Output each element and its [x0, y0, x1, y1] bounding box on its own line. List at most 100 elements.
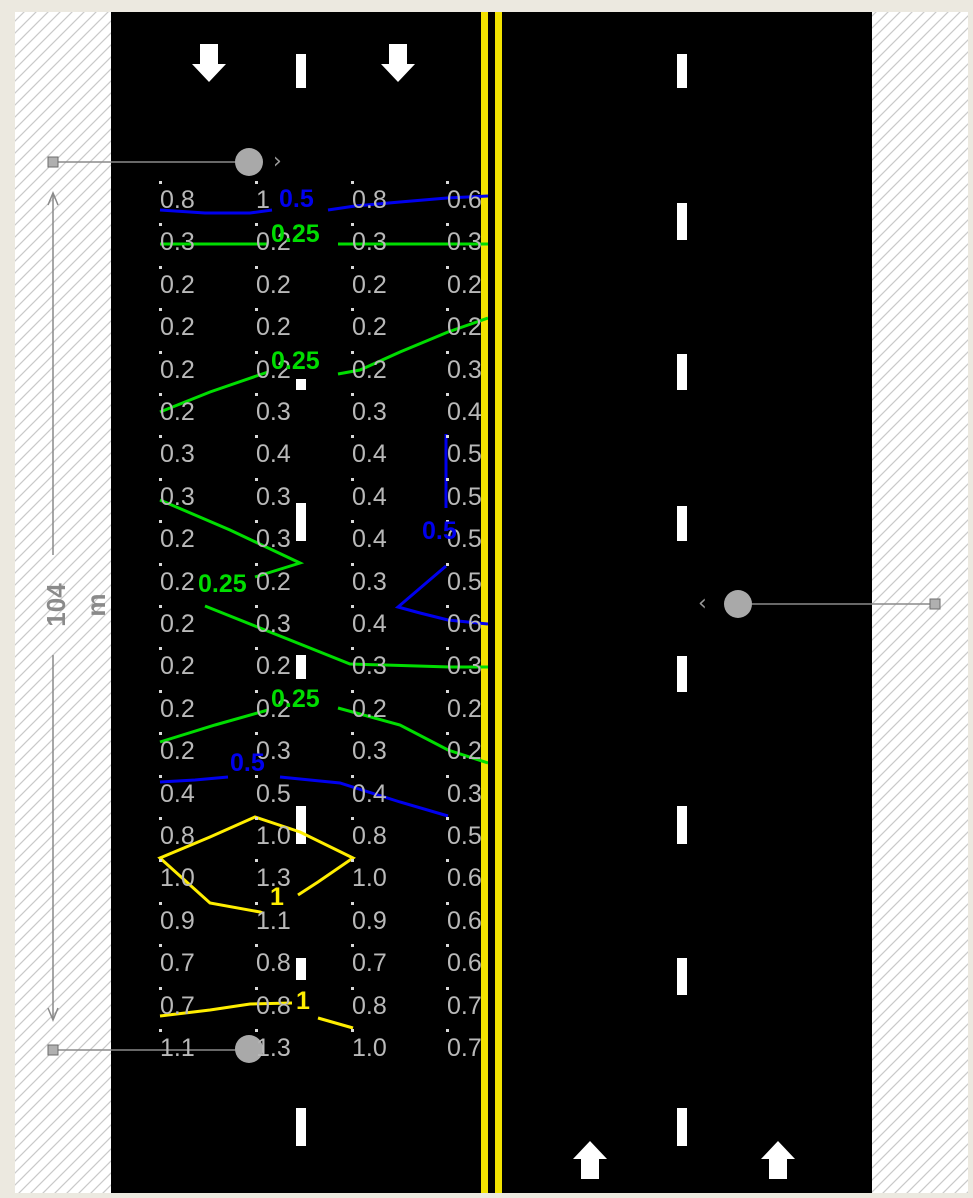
grid-value: 0.2 — [447, 696, 482, 722]
contour-label: 0.25 — [271, 685, 320, 713]
grid-value: 0.3 — [352, 398, 387, 426]
grid-point — [255, 605, 258, 608]
grid-point — [159, 817, 162, 820]
grid-value: 0.5 — [447, 484, 482, 510]
grid-value: 0.2 — [352, 313, 387, 342]
grid-point — [351, 817, 354, 820]
grid-value: 0.5 — [256, 779, 291, 808]
dimension-handle-bottom[interactable] — [47, 1044, 59, 1056]
grid-point — [255, 265, 258, 269]
grid-point — [351, 265, 354, 269]
chevron-left-icon: ‹ — [698, 591, 707, 616]
grid-value: 0.2 — [352, 694, 387, 723]
lane-dash — [677, 656, 687, 692]
grid-value: 0.3 — [352, 228, 387, 257]
grid-value: 0.7 — [352, 949, 387, 978]
luminaire-icon[interactable] — [724, 590, 752, 618]
grid-point — [446, 605, 449, 608]
contour-label: 0.5 — [230, 749, 265, 777]
grid-point — [159, 859, 162, 863]
lane-dash — [296, 503, 306, 541]
grid-point — [159, 520, 162, 524]
contour-0-25 — [204, 604, 488, 669]
grid-point — [255, 520, 258, 524]
grid-point — [255, 562, 258, 566]
grid-point — [351, 689, 354, 693]
grid-value: 0.4 — [352, 482, 387, 511]
grid-value: 1.1 — [256, 906, 291, 935]
grid-value: 0.9 — [352, 906, 387, 935]
grid-point — [255, 477, 258, 481]
dimension-handle-top[interactable] — [47, 156, 59, 168]
grid-value: 0.2 — [160, 398, 195, 426]
grid-value: 0.3 — [256, 525, 291, 554]
left-shoulder — [15, 12, 111, 1193]
grid-point — [446, 520, 449, 524]
contour-label: 0.5 — [279, 185, 314, 213]
grid-value: 0.6 — [447, 866, 482, 892]
contour-0-25 — [337, 316, 488, 376]
grid-value: 0.3 — [447, 230, 482, 256]
grid-value: 0.3 — [447, 357, 482, 383]
luminaire-icon[interactable] — [235, 148, 263, 176]
grid-value: 0.2 — [352, 270, 387, 299]
grid-point — [351, 308, 354, 312]
contour-0-5 — [159, 775, 229, 784]
grid-point — [159, 393, 162, 396]
grid-value: 0.2 — [256, 355, 291, 384]
grid-value: 0.8 — [160, 186, 195, 214]
grid-value: 0.7 — [160, 949, 195, 978]
grid-value: 0.4 — [160, 779, 195, 808]
grid-value: 0.3 — [160, 228, 195, 257]
grid-point — [446, 393, 449, 396]
grid-point — [446, 986, 449, 990]
grid-value: 0.9 — [160, 906, 195, 935]
lane-dash — [677, 1108, 687, 1146]
arrow-down-icon — [192, 44, 226, 82]
grid-value: 0.3 — [352, 567, 387, 596]
grid-point — [351, 223, 354, 227]
grid-point — [255, 308, 258, 312]
contour-label: 0.25 — [198, 570, 247, 598]
lane-dash — [296, 806, 306, 844]
grid-point — [446, 732, 449, 736]
arrow-down-icon — [381, 44, 415, 82]
grid-point — [446, 181, 449, 184]
grid-point — [351, 1029, 354, 1032]
grid-value: 0.8 — [160, 822, 195, 850]
luminaire-icon[interactable] — [235, 1035, 263, 1063]
contour-1 — [157, 815, 356, 915]
grid-value: 1.0 — [256, 822, 291, 850]
grid-value: 0.2 — [256, 228, 291, 257]
contour-1 — [317, 1016, 354, 1030]
grid-value: 0.2 — [256, 313, 291, 342]
grid-point — [446, 774, 449, 778]
grid-point — [255, 181, 258, 184]
grid-point — [446, 689, 449, 693]
grid-value: 0.2 — [352, 355, 387, 384]
grid-value: 0.5 — [447, 569, 482, 595]
grid-point — [446, 647, 449, 651]
grid-point — [255, 732, 258, 736]
grid-value: 0.2 — [160, 525, 195, 554]
grid-value: 0.8 — [352, 822, 387, 850]
grid-point — [351, 477, 354, 481]
grid-value: 0.5 — [447, 527, 482, 553]
grid-value: 0.2 — [447, 315, 482, 341]
grid-value: 0.4 — [352, 779, 387, 808]
grid-point — [351, 986, 354, 990]
grid-point — [159, 223, 162, 227]
luminaire-handle-right[interactable] — [929, 598, 941, 610]
isolux-contours — [157, 194, 488, 1030]
grid-point — [446, 859, 449, 863]
lane-dash — [677, 958, 687, 995]
grid-point — [255, 859, 258, 863]
grid-value: 0.2 — [447, 272, 482, 298]
grid-point — [351, 562, 354, 566]
grid-value: 1.0 — [352, 864, 387, 893]
grid-value: 0.8 — [352, 991, 387, 1020]
grid-point — [159, 181, 162, 184]
grid-point — [255, 944, 258, 948]
contour-0-5 — [279, 775, 449, 818]
grid-value: 0.6 — [447, 612, 482, 637]
